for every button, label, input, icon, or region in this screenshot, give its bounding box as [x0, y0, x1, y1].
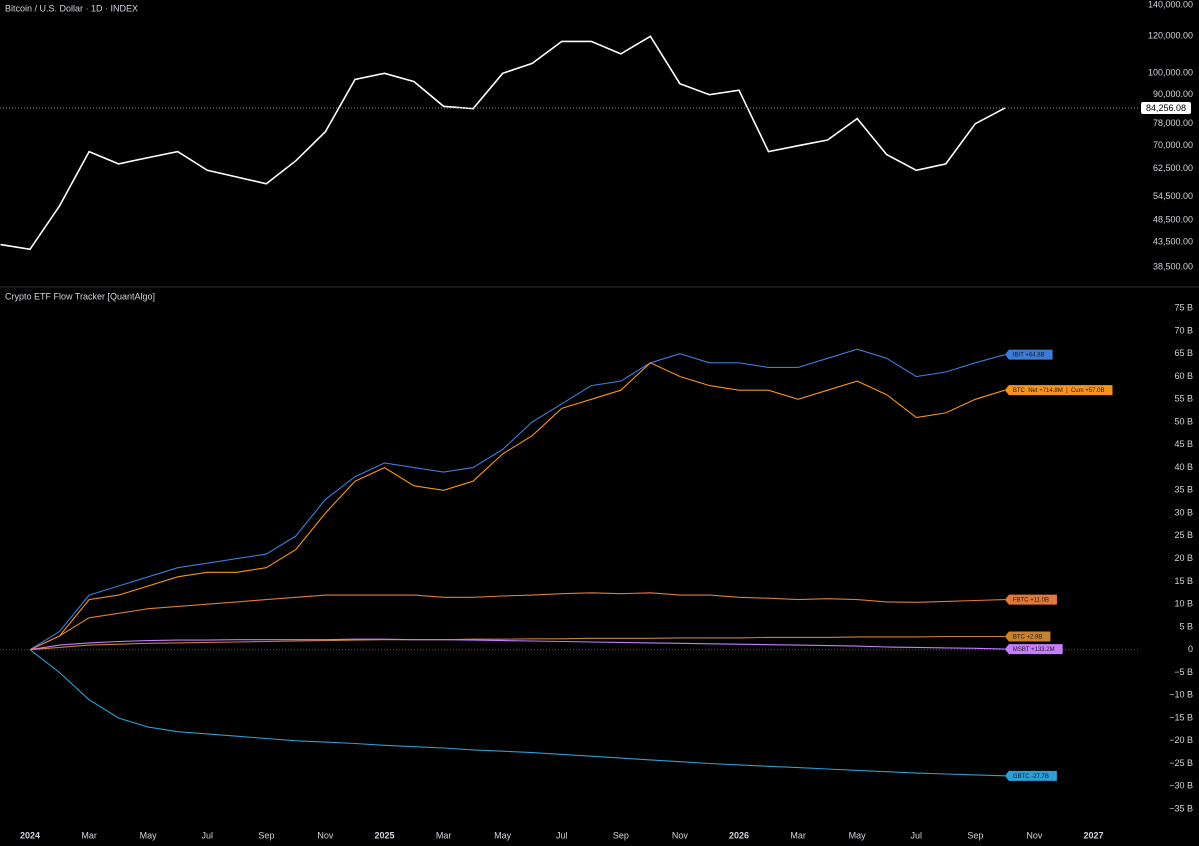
series-tag: MSBT +133.2M	[1004, 644, 1063, 655]
x-tick-label: Mar	[81, 830, 97, 840]
series-tag-box	[1004, 631, 1051, 642]
x-tick-label: 2025	[374, 830, 394, 840]
x-tick-label: 2027	[1083, 830, 1103, 840]
y-tick-label: 30 B	[1174, 507, 1193, 517]
y-tick-label: 45 B	[1174, 439, 1193, 449]
x-tick-label: 2026	[729, 830, 749, 840]
chart-title: Crypto ETF Flow Tracker [QuantAlgo]	[5, 291, 155, 301]
y-tick-label: 65 B	[1174, 348, 1193, 358]
y-tick-label: −25 B	[1169, 758, 1193, 768]
series-tag-box	[1004, 385, 1113, 396]
y-tick-label: 5 B	[1179, 621, 1193, 631]
x-tick-label: Jul	[910, 830, 922, 840]
series-tag-label: FBTC +11.0B	[1013, 598, 1049, 604]
series-line	[29, 592, 1005, 651]
x-tick-label: Mar	[790, 830, 806, 840]
y-tick-label: 50 B	[1174, 416, 1193, 426]
y-tick-label: 90,000.00	[1153, 89, 1193, 99]
series-tag-label: MSBT +133.2M	[1013, 647, 1055, 653]
y-tick-label: 78,000.00	[1153, 118, 1193, 128]
x-tick-label: Jul	[201, 830, 213, 840]
y-tick-label: 62,500.00	[1153, 163, 1193, 173]
y-tick-label: 75 B	[1174, 303, 1193, 313]
series-tag-label: IBIT +64.8B	[1013, 353, 1045, 359]
y-tick-label: −5 B	[1174, 667, 1193, 677]
y-tick-label: 38,500.00	[1153, 261, 1193, 271]
x-tick-label: 2024	[20, 830, 40, 840]
chart-title: Bitcoin / U.S. Dollar · 1D · INDEX	[5, 3, 138, 13]
y-tick-label: −30 B	[1169, 781, 1193, 791]
x-tick-label: Nov	[1026, 830, 1043, 840]
x-tick-label: Sep	[613, 830, 629, 840]
series-tag-label: GBTC -27.7B	[1013, 774, 1049, 780]
y-tick-label: 20 B	[1174, 553, 1193, 563]
y-tick-label: 40 B	[1174, 462, 1193, 472]
y-tick-label: 55 B	[1174, 394, 1193, 404]
series-tag: BTC Net +714.8M | Cum +57.0B	[1004, 385, 1113, 396]
x-tick-label: Sep	[258, 830, 274, 840]
series-tag: IBIT +64.8B	[1004, 349, 1053, 360]
series-line	[29, 638, 1005, 651]
series-tag-box	[1004, 770, 1057, 781]
y-tick-label: 70,000.00	[1153, 140, 1193, 150]
x-tick-label: Sep	[967, 830, 983, 840]
y-tick-label: −20 B	[1169, 735, 1193, 745]
x-tick-label: May	[140, 830, 158, 840]
y-tick-label: 100,000.00	[1148, 68, 1193, 78]
series-line	[0, 35, 1006, 251]
y-tick-label: 60 B	[1174, 371, 1193, 381]
series-line	[29, 348, 1006, 651]
series-line	[29, 649, 1005, 777]
y-tick-label: −15 B	[1169, 712, 1193, 722]
series-tag-box	[1004, 349, 1053, 360]
series-line	[29, 635, 1005, 651]
price-tag-box	[1141, 102, 1191, 115]
y-tick-label: 0	[1188, 644, 1193, 654]
y-tick-label: 54,500.00	[1153, 191, 1193, 201]
y-tick-label: −35 B	[1169, 803, 1193, 813]
x-tick-label: Nov	[672, 830, 689, 840]
x-tick-label: Nov	[317, 830, 334, 840]
series-tag-label: BTC +2.9B	[1013, 635, 1043, 641]
price-tag: 84,256.08	[1141, 102, 1191, 115]
y-tick-label: 120,000.00	[1148, 31, 1193, 41]
y-tick-label: 15 B	[1174, 576, 1193, 586]
x-tick-label: Jul	[556, 830, 568, 840]
series-tag: GBTC -27.7B	[1004, 770, 1057, 781]
y-tick-label: 70 B	[1174, 325, 1193, 335]
x-tick-label: May	[849, 830, 867, 840]
series-tag-label: BTC Net +714.8M | Cum +57.0B	[1013, 388, 1105, 394]
series-tag: BTC +2.9B	[1004, 631, 1051, 642]
x-tick-label: May	[494, 830, 512, 840]
y-tick-label: 10 B	[1174, 599, 1193, 609]
x-tick-label: Mar	[436, 830, 452, 840]
series-line	[29, 362, 1006, 651]
y-tick-label: 140,000.00	[1148, 0, 1193, 9]
y-tick-label: 25 B	[1174, 530, 1193, 540]
y-tick-label: −10 B	[1169, 690, 1193, 700]
series-tag-box	[1004, 644, 1063, 655]
y-tick-label: 43,500.00	[1153, 237, 1193, 247]
price-label: 84,256.08	[1146, 103, 1186, 113]
y-tick-label: 35 B	[1174, 485, 1193, 495]
series-tag: FBTC +11.0B	[1004, 594, 1057, 605]
series-tag-box	[1004, 594, 1057, 605]
y-tick-label: 48,500.00	[1153, 215, 1193, 225]
